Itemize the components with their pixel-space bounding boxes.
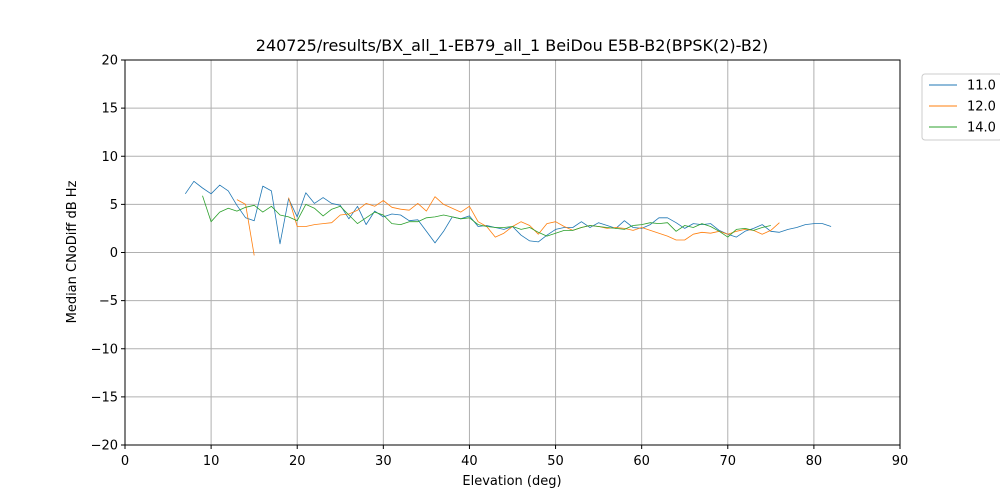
series-line-11.0 [184, 180, 832, 245]
legend-label: 11.0 [967, 79, 996, 94]
x-tick-label: 10 [203, 454, 220, 469]
y-tick-label: −15 [91, 390, 118, 405]
x-tick-label: 80 [806, 454, 823, 469]
y-tick-label: 10 [101, 150, 118, 165]
y-tick-label: −10 [91, 342, 118, 357]
series-line-12.0 [236, 196, 780, 256]
x-tick-label: 50 [547, 454, 564, 469]
y-axis-label: Median CNoDiff dB Hz [65, 180, 80, 323]
y-tick-label: 20 [101, 54, 118, 69]
legend-label: 14.0 [967, 121, 996, 136]
y-tick-label: 0 [110, 246, 118, 261]
legend-box [921, 73, 1000, 141]
axis-ticks: 0 10 20 30 40 50 60 70 80 90 −20 −15 −10 −5 0 5 10 15 20 [91, 54, 909, 470]
legend: 11.0 12.0 14.0 [921, 73, 1000, 141]
x-axis-label: Elevation (deg) [462, 474, 561, 489]
series-line-14.0 [202, 195, 771, 238]
chart-title: 240725/results/BX_all_1-EB79_all_1 BeiDo… [256, 36, 768, 56]
x-tick-label: 0 [121, 454, 129, 469]
legend-label: 12.0 [967, 100, 996, 115]
x-tick-label: 70 [720, 454, 737, 469]
x-tick-label: 30 [375, 454, 392, 469]
x-tick-label: 40 [461, 454, 478, 469]
x-tick-label: 20 [289, 454, 306, 469]
series-group [184, 180, 832, 256]
y-tick-label: −20 [91, 439, 118, 454]
grid [124, 59, 901, 446]
y-tick-label: 5 [110, 198, 118, 213]
x-tick-label: 90 [892, 454, 909, 469]
x-tick-label: 60 [633, 454, 650, 469]
y-tick-label: 15 [101, 102, 118, 117]
y-tick-label: −5 [99, 294, 118, 309]
